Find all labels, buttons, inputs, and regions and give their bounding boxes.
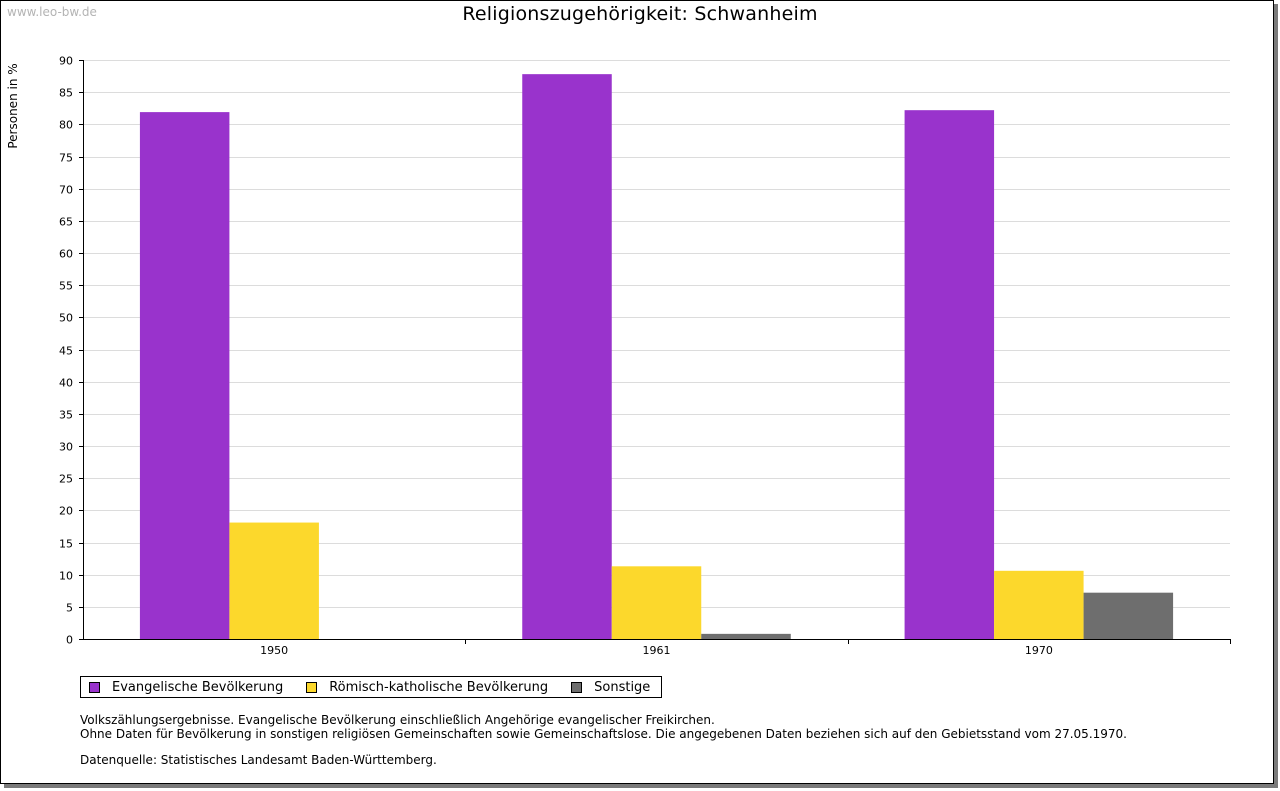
x-tick-label: 1970 (1025, 644, 1053, 657)
bar-rmischkatholische-1961 (611, 566, 702, 639)
bar-evangelische-1950 (139, 112, 230, 640)
y-tick-label: 75 (59, 152, 73, 165)
legend-label-evangelisch: Evangelische Bevölkerung (112, 679, 284, 695)
legend-item-katholisch: Römisch-katholische Bevölkerung (306, 680, 548, 695)
legend-swatch-evangelisch (89, 681, 100, 693)
legend-item-evangelisch: Evangelische Bevölkerung (89, 680, 283, 695)
chart-title: Religionszugehörigkeit: Schwanheim (462, 3, 818, 25)
legend-label-sonstige: Sonstige (594, 679, 651, 695)
bar-rmischkatholische-1950 (229, 522, 319, 639)
y-tick-label: 10 (59, 570, 73, 583)
y-tick-label: 0 (66, 634, 73, 647)
bar-chart: 0 5 10 15 20 25 30 35 40 45 50 55 60 65 70 75 80 85 90 1950… (6, 55, 1231, 657)
y-tick-label: 45 (59, 345, 73, 358)
legend-item-sonstige: Sonstige (571, 680, 650, 695)
footnote-line-2: Ohne Daten für Bevölkerung in sonstigen … (80, 727, 1127, 741)
y-tick-label: 65 (59, 216, 73, 229)
y-tick-label: 30 (59, 441, 73, 454)
legend: Evangelische Bevölkerung Römisch-katholi… (80, 676, 663, 698)
bar-evangelische-1970 (904, 110, 995, 640)
footnotes: Volkszählungsergebnisse. Evangelische Be… (80, 713, 1127, 767)
y-tick-label: 5 (66, 602, 73, 615)
y-tick-label: 85 (59, 87, 73, 100)
y-tick-label: 20 (59, 505, 73, 518)
bar-sonstige-1961 (701, 633, 791, 639)
x-tick-label: 1961 (643, 644, 671, 657)
legend-label-katholisch: Römisch-katholische Bevölkerung (329, 679, 549, 695)
y-tick-label: 25 (59, 473, 73, 486)
y-tick-label: 70 (59, 184, 73, 197)
y-axis-label: Personen in % (6, 63, 20, 148)
y-tick-label: 60 (59, 248, 73, 261)
x-tick-label: 1950 (260, 644, 288, 657)
watermark: www.leo-bw.de (7, 5, 97, 19)
legend-swatch-katholisch (306, 681, 318, 693)
y-tick-label: 40 (59, 377, 73, 390)
y-tick-label: 15 (59, 538, 73, 551)
bar-rmischkatholische-1970 (994, 570, 1084, 639)
footnote-line-1: Volkszählungsergebnisse. Evangelische Be… (80, 713, 715, 727)
legend-swatch-sonstige (571, 681, 583, 693)
y-tick-label: 35 (59, 409, 73, 422)
bar-sonstige-1970 (1083, 592, 1174, 639)
y-tick-label: 80 (59, 119, 73, 132)
y-tick-label: 55 (59, 280, 73, 293)
bar-evangelische-1961 (522, 74, 612, 640)
data-source: Datenquelle: Statistisches Landesamt Bad… (80, 753, 437, 767)
y-tick-label: 90 (59, 55, 73, 68)
y-tick-label: 50 (59, 312, 73, 325)
